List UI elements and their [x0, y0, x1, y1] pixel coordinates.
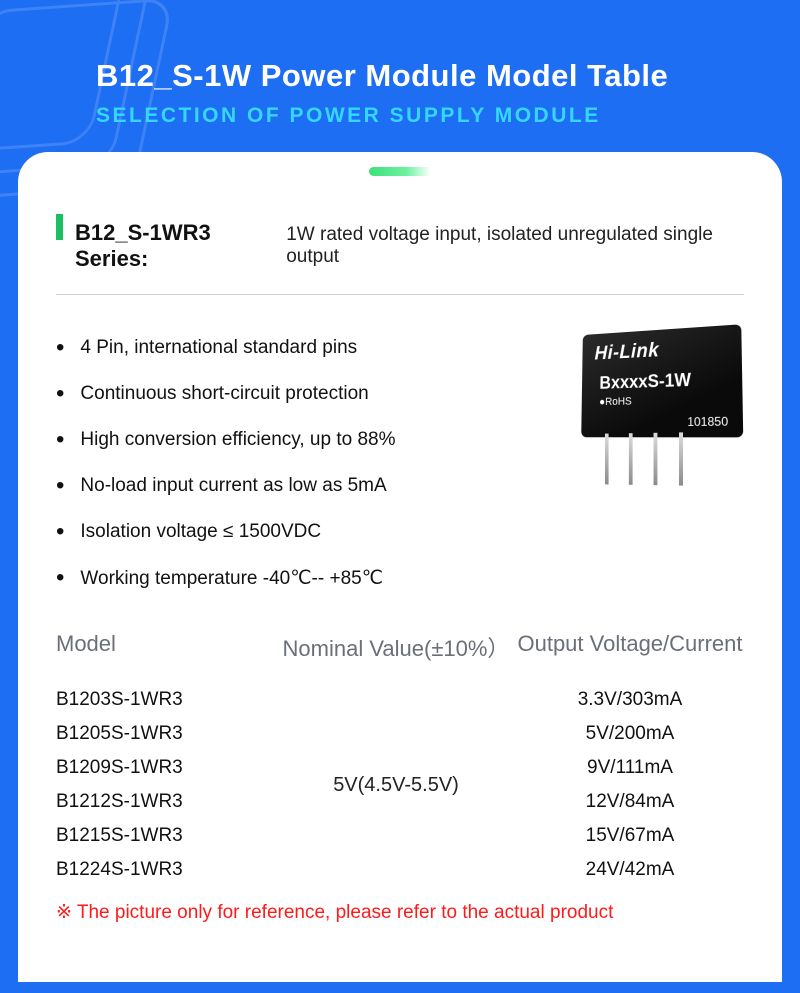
content-card: B12_S-1WR3 Series: 1W rated voltage inpu… [18, 152, 782, 982]
table-cell-output: 15V/67mA [516, 819, 744, 853]
chip-code-label: 101850 [687, 414, 728, 429]
page-header: B12_S-1W Power Module Model Table SELECT… [0, 0, 800, 152]
table-header-nominal: Nominal Value(±10%） [276, 631, 516, 663]
table-output-column: 3.3V/303mA 5V/200mA 9V/111mA 12V/84mA 15… [516, 683, 744, 887]
table-header-output: Output Voltage/Current [516, 631, 744, 663]
table-cell-model: B1212S-1WR3 [56, 785, 276, 819]
page-title: B12_S-1W Power Module Model Table [96, 58, 730, 94]
table-cell-model: B1203S-1WR3 [56, 683, 276, 717]
table-header-row: Model Nominal Value(±10%） Output Voltage… [56, 631, 744, 663]
series-description: 1W rated voltage input, isolated unregul… [286, 224, 744, 268]
table-header-model: Model [56, 631, 276, 663]
table-model-column: B1203S-1WR3 B1205S-1WR3 B1209S-1WR3 B121… [56, 683, 276, 887]
accent-pill-icon [369, 167, 431, 176]
table-nominal-cell: 5V(4.5V-5.5V) [276, 683, 516, 887]
footnote: ※ The picture only for reference, please… [56, 901, 744, 924]
chip-rohs-label: ●RoHS [599, 396, 632, 408]
table-cell-model: B1205S-1WR3 [56, 717, 276, 751]
chip-pins-icon [605, 432, 683, 485]
table-cell-model: B1209S-1WR3 [56, 751, 276, 785]
table-cell-output: 3.3V/303mA [516, 683, 744, 717]
table-cell-output: 5V/200mA [516, 717, 744, 751]
feature-list: 4 Pin, international standard pins Conti… [56, 325, 564, 601]
table-cell-output: 9V/111mA [516, 751, 744, 785]
table-cell-output: 12V/84mA [516, 785, 744, 819]
accent-bar-icon [56, 214, 63, 240]
table-cell-model: B1224S-1WR3 [56, 853, 276, 887]
chip-brand-label: Hi-Link [594, 340, 659, 366]
series-name: B12_S-1WR3 Series: [75, 220, 278, 272]
table-cell-model: B1215S-1WR3 [56, 819, 276, 853]
table-cell-output: 24V/42mA [516, 853, 744, 887]
feature-item: Working temperature -40℃-- +85℃ [56, 555, 564, 601]
feature-item: 4 Pin, international standard pins [56, 325, 564, 371]
chip-model-label: BxxxxS-1W [599, 370, 691, 394]
product-image: Hi-Link BxxxxS-1W ●RoHS 101850 [574, 329, 744, 437]
chip-body-icon: Hi-Link BxxxxS-1W ●RoHS 101850 [581, 324, 743, 437]
series-heading: B12_S-1WR3 Series: 1W rated voltage inpu… [56, 214, 744, 295]
model-table: Model Nominal Value(±10%） Output Voltage… [56, 631, 744, 887]
page-subtitle: SELECTION OF POWER SUPPLY MODULE [96, 104, 730, 128]
feature-item: High conversion efficiency, up to 88% [56, 417, 564, 463]
feature-item: Isolation voltage ≤ 1500VDC [56, 509, 564, 555]
feature-item: No-load input current as low as 5mA [56, 463, 564, 509]
feature-item: Continuous short-circuit protection [56, 371, 564, 417]
